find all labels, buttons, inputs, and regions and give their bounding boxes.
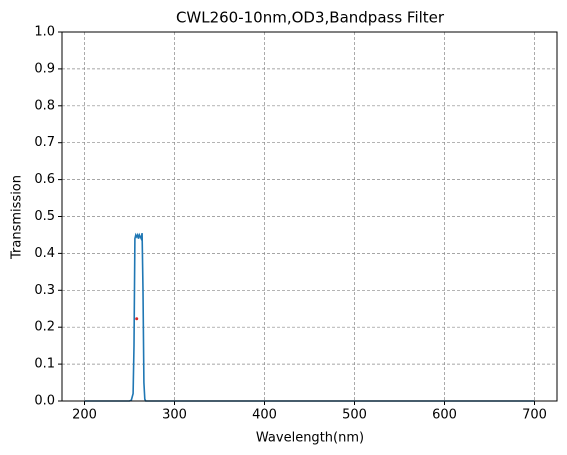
y-tick-label: 1.0 (34, 25, 55, 40)
x-tick-label: 400 (252, 408, 277, 423)
x-tick-label: 600 (432, 408, 457, 423)
point (135, 317, 139, 321)
x-tick-label: 700 (522, 408, 547, 423)
line-series (84, 232, 535, 402)
y-tick-label: 0.8 (34, 98, 55, 113)
x-tick-label: 500 (342, 408, 367, 423)
x-tick-label: 200 (72, 408, 97, 423)
x-axis-label: Wavelength(nm) (256, 431, 364, 446)
plot-frame (61, 31, 558, 402)
chart-title: CWL260-10nm,OD3,Bandpass Filter (176, 9, 445, 27)
y-tick-label: 0.7 (34, 135, 55, 150)
y-tick-label: 0.6 (34, 172, 55, 187)
y-tick-label: 0.0 (34, 394, 55, 409)
y-tick-label: 0.2 (34, 320, 55, 335)
y-tick-label: 0.3 (34, 283, 55, 298)
y-axis-label: Transmission (10, 175, 25, 260)
y-tick-label: 0.4 (34, 246, 55, 261)
y-tick-label: 0.9 (34, 61, 55, 76)
y-tick-label: 0.5 (34, 209, 55, 224)
x-tick-label: 300 (162, 408, 187, 423)
y-tick-label: 0.1 (34, 357, 55, 372)
